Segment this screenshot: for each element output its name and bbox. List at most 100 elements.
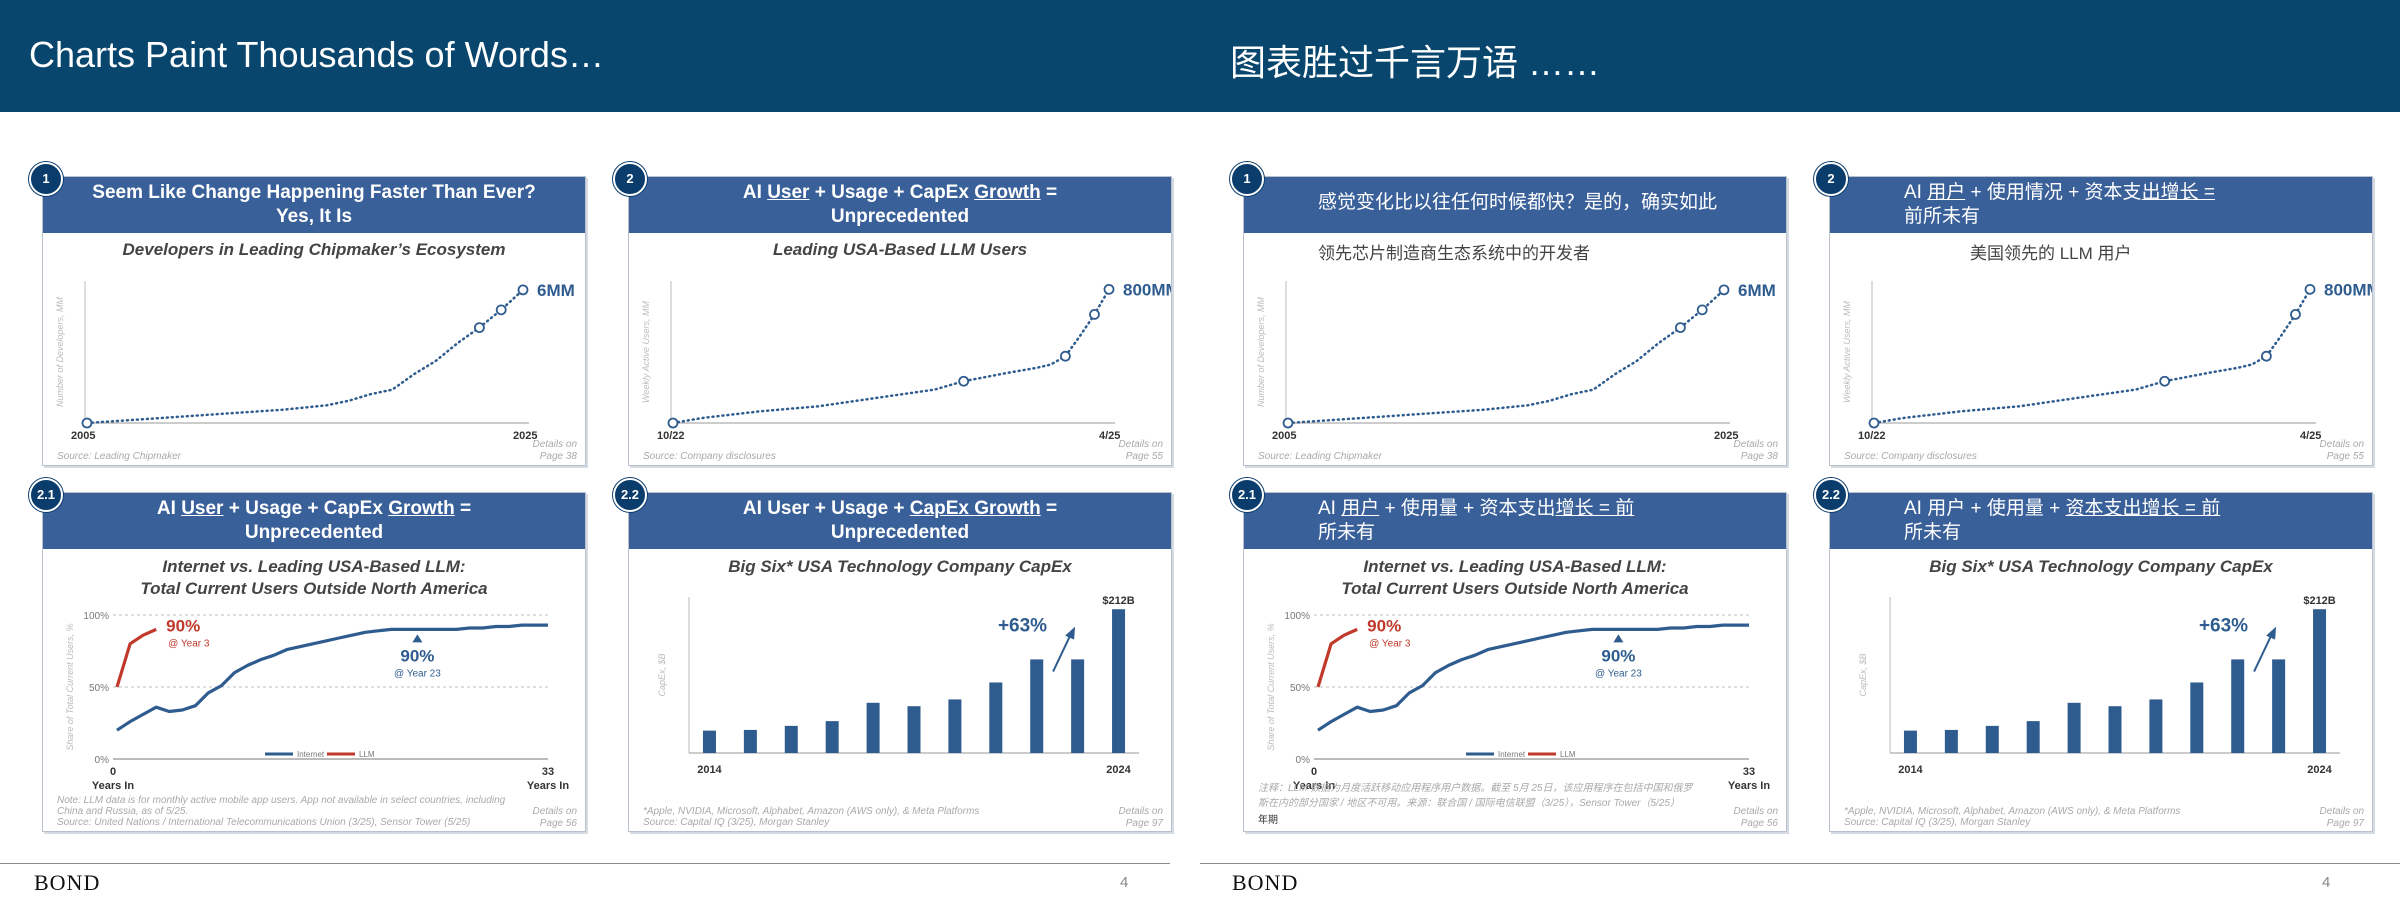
data-line <box>85 288 525 425</box>
footer-divider <box>1200 863 2400 864</box>
details-ref[interactable]: Details on Page 55 <box>1118 439 1163 462</box>
chart-subtitle-line2: Total Current Users Outside North Americ… <box>1341 579 1689 598</box>
y-axis-label: Share of Total Current Users, % <box>1266 623 1276 750</box>
data-point <box>1674 322 1686 333</box>
x-tick-label: 0 <box>110 766 116 778</box>
y-axis-label: Number of Developers, MM <box>55 296 65 407</box>
chart-subtitle: Developers in Leading Chipmaker’s Ecosys… <box>122 240 506 259</box>
y-tick-label: 0% <box>95 755 110 766</box>
source-text: Source: Company disclosures <box>1844 451 1977 462</box>
bar <box>2272 659 2286 753</box>
chart-subtitle: Big Six* USA Technology Company CapEx <box>1929 557 2273 576</box>
end-value-label: 800MM <box>2324 280 2372 299</box>
panel-header: 感觉变化比以往任何时候都快？是的，确实如此 <box>1244 177 1786 233</box>
data-point <box>1696 304 1708 316</box>
details-ref[interactable]: Details on Page 97 <box>2319 806 2364 829</box>
chart-subtitle-line2: Total Current Users Outside North Americ… <box>140 579 488 598</box>
panel-title-line2: 所未有 <box>1318 522 1376 543</box>
bar <box>1944 729 1958 753</box>
data-line <box>1286 288 1726 425</box>
panel-llm-users: AI User + Usage + CapEx Growth = Unprece… <box>628 176 1172 466</box>
slide-title-left: Charts Paint Thousands of Words… <box>29 34 604 75</box>
internet-vs-llm-chart: 0% 50% 100% Share of Total Current Users, %… <box>65 611 569 792</box>
panel-developers: Seem Like Change Happening Faster Than E… <box>42 176 586 466</box>
bar <box>1903 730 1917 753</box>
panel-title-line2: Unprecedented <box>830 206 970 227</box>
annotation-llm: 90% <box>166 616 200 635</box>
x-unit-label: Years In <box>527 780 569 792</box>
panel-title-line1: AI User + Usage + CapEx Growth = <box>156 498 472 519</box>
bar <box>2108 706 2122 753</box>
bond-logo: BOND <box>34 870 101 895</box>
source-text: Source: Leading Chipmaker <box>57 451 181 462</box>
x-unit-label: Years In <box>92 780 134 792</box>
panel-number-badge: 1 <box>29 162 63 196</box>
data-point <box>2159 375 2171 387</box>
data-point <box>2260 350 2272 362</box>
panel-title-line2: 前所未有 <box>1904 206 1981 227</box>
panel-title-line1: AI User + Usage + CapEx Growth = <box>742 498 1058 519</box>
end-value-label: 6MM <box>1738 281 1776 300</box>
details-ref[interactable]: Details on Page 55 <box>2319 439 2364 462</box>
x-tick-label: 2024 <box>2307 764 2332 776</box>
data-line <box>1872 288 2312 425</box>
llm-users-chart: Weekly Active Users, MM 10/22 4/25 800MM <box>641 280 1171 442</box>
developers-chart: Number of Developers, MM 2005 2025 6MM <box>55 281 575 442</box>
footer-divider <box>0 863 1170 864</box>
annotation-llm-sub: @ Year 3 <box>168 638 210 649</box>
details-ref[interactable]: Details on Page 38 <box>532 439 577 462</box>
bar <box>2231 659 2245 753</box>
growth-arrowhead <box>2266 626 2277 640</box>
annotation-llm-sub: @ Year 3 <box>1369 638 1411 649</box>
chart-subtitle: 美国领先的 LLM 用户 <box>1970 244 2132 263</box>
note-text: 斯在内的部分国家 / 地区不可用。来源：联合国 / 国际电信联盟（3/25），S… <box>1258 798 1680 809</box>
x-tick-label: 10/22 <box>1858 430 1886 442</box>
data-point <box>958 375 970 387</box>
x-tick-label: 33 <box>1743 766 1755 778</box>
details-ref[interactable]: Details on Page 56 <box>1733 806 1778 829</box>
panel-title-line1: AI User + Usage + CapEx Growth = <box>742 182 1058 203</box>
chart-subtitle: 领先芯片制造商生态系统中的开发者 <box>1318 244 1590 263</box>
panel-number-badge: 2.2 <box>1814 478 1848 512</box>
growth-arrowhead <box>1065 626 1076 640</box>
growth-arrow <box>1052 633 1072 673</box>
bar <box>743 729 757 753</box>
data-point <box>473 322 485 333</box>
panel-capex-cn: AI 用户 + 使用量 + 资本支出增长 = 前 所未有 Big Six* US… <box>1829 492 2373 832</box>
internet-vs-llm-chart-cn: 0% 50% 100% Share of Total Current Users, %… <box>1266 611 1770 792</box>
x-unit-label: Years In <box>1293 780 1335 792</box>
note-text: 年期 <box>1258 815 1278 826</box>
panel-title-line2: Unprecedented <box>244 522 384 543</box>
chart-subtitle: Big Six* USA Technology Company CapEx <box>728 557 1072 576</box>
panel-capex: AI User + Usage + CapEx Growth = Unprece… <box>628 492 1172 832</box>
details-ref[interactable]: Details on Page 56 <box>532 806 577 829</box>
bar <box>948 699 962 753</box>
x-tick-label: 33 <box>542 766 554 778</box>
bar <box>1985 725 1999 753</box>
data-point <box>1868 417 1880 429</box>
data-point <box>1282 417 1294 429</box>
panel-internet-vs-llm-cn: AI 用户 + 使用量 + 资本支出增长 = 前 所未有 Internet vs… <box>1243 492 1787 832</box>
source-text: Source: Leading Chipmaker <box>1258 451 1382 462</box>
bond-logo: BOND <box>1232 870 1299 895</box>
data-point <box>1718 284 1730 296</box>
series-line-llm <box>115 627 157 688</box>
source-text: Source: Capital IQ (3/25), Morgan Stanle… <box>1844 817 2031 828</box>
end-value-label: 800MM <box>1123 280 1171 299</box>
x-tick-label: 2014 <box>697 764 722 776</box>
panel-header: AI 用户 + 使用量 + 资本支出增长 = 前 所未有 <box>1244 493 1786 549</box>
panel-number-badge: 2.2 <box>613 478 647 512</box>
x-unit-label: Years In <box>1728 780 1770 792</box>
source-text: Source: Capital IQ (3/25), Morgan Stanle… <box>643 817 830 828</box>
llm-users-chart-cn: Weekly Active Users, MM 10/22 4/25 800MM <box>1842 280 2372 442</box>
panel-header: Seem Like Change Happening Faster Than E… <box>43 177 585 233</box>
panel-header: AI 用户 + 使用情况 + 资本支出增长 = 前所未有 <box>1830 177 2372 233</box>
details-ref[interactable]: Details on Page 97 <box>1118 806 1163 829</box>
page-number: 4 <box>2322 874 2331 891</box>
bar <box>1030 659 1044 753</box>
panel-header: AI User + Usage + CapEx Growth = Unprece… <box>629 177 1171 233</box>
details-ref[interactable]: Details on Page 38 <box>1733 439 1778 462</box>
chart-subtitle: Leading USA-Based LLM Users <box>772 240 1028 259</box>
panel-title-line2: Yes, It Is <box>275 206 353 227</box>
bar <box>2313 609 2327 753</box>
